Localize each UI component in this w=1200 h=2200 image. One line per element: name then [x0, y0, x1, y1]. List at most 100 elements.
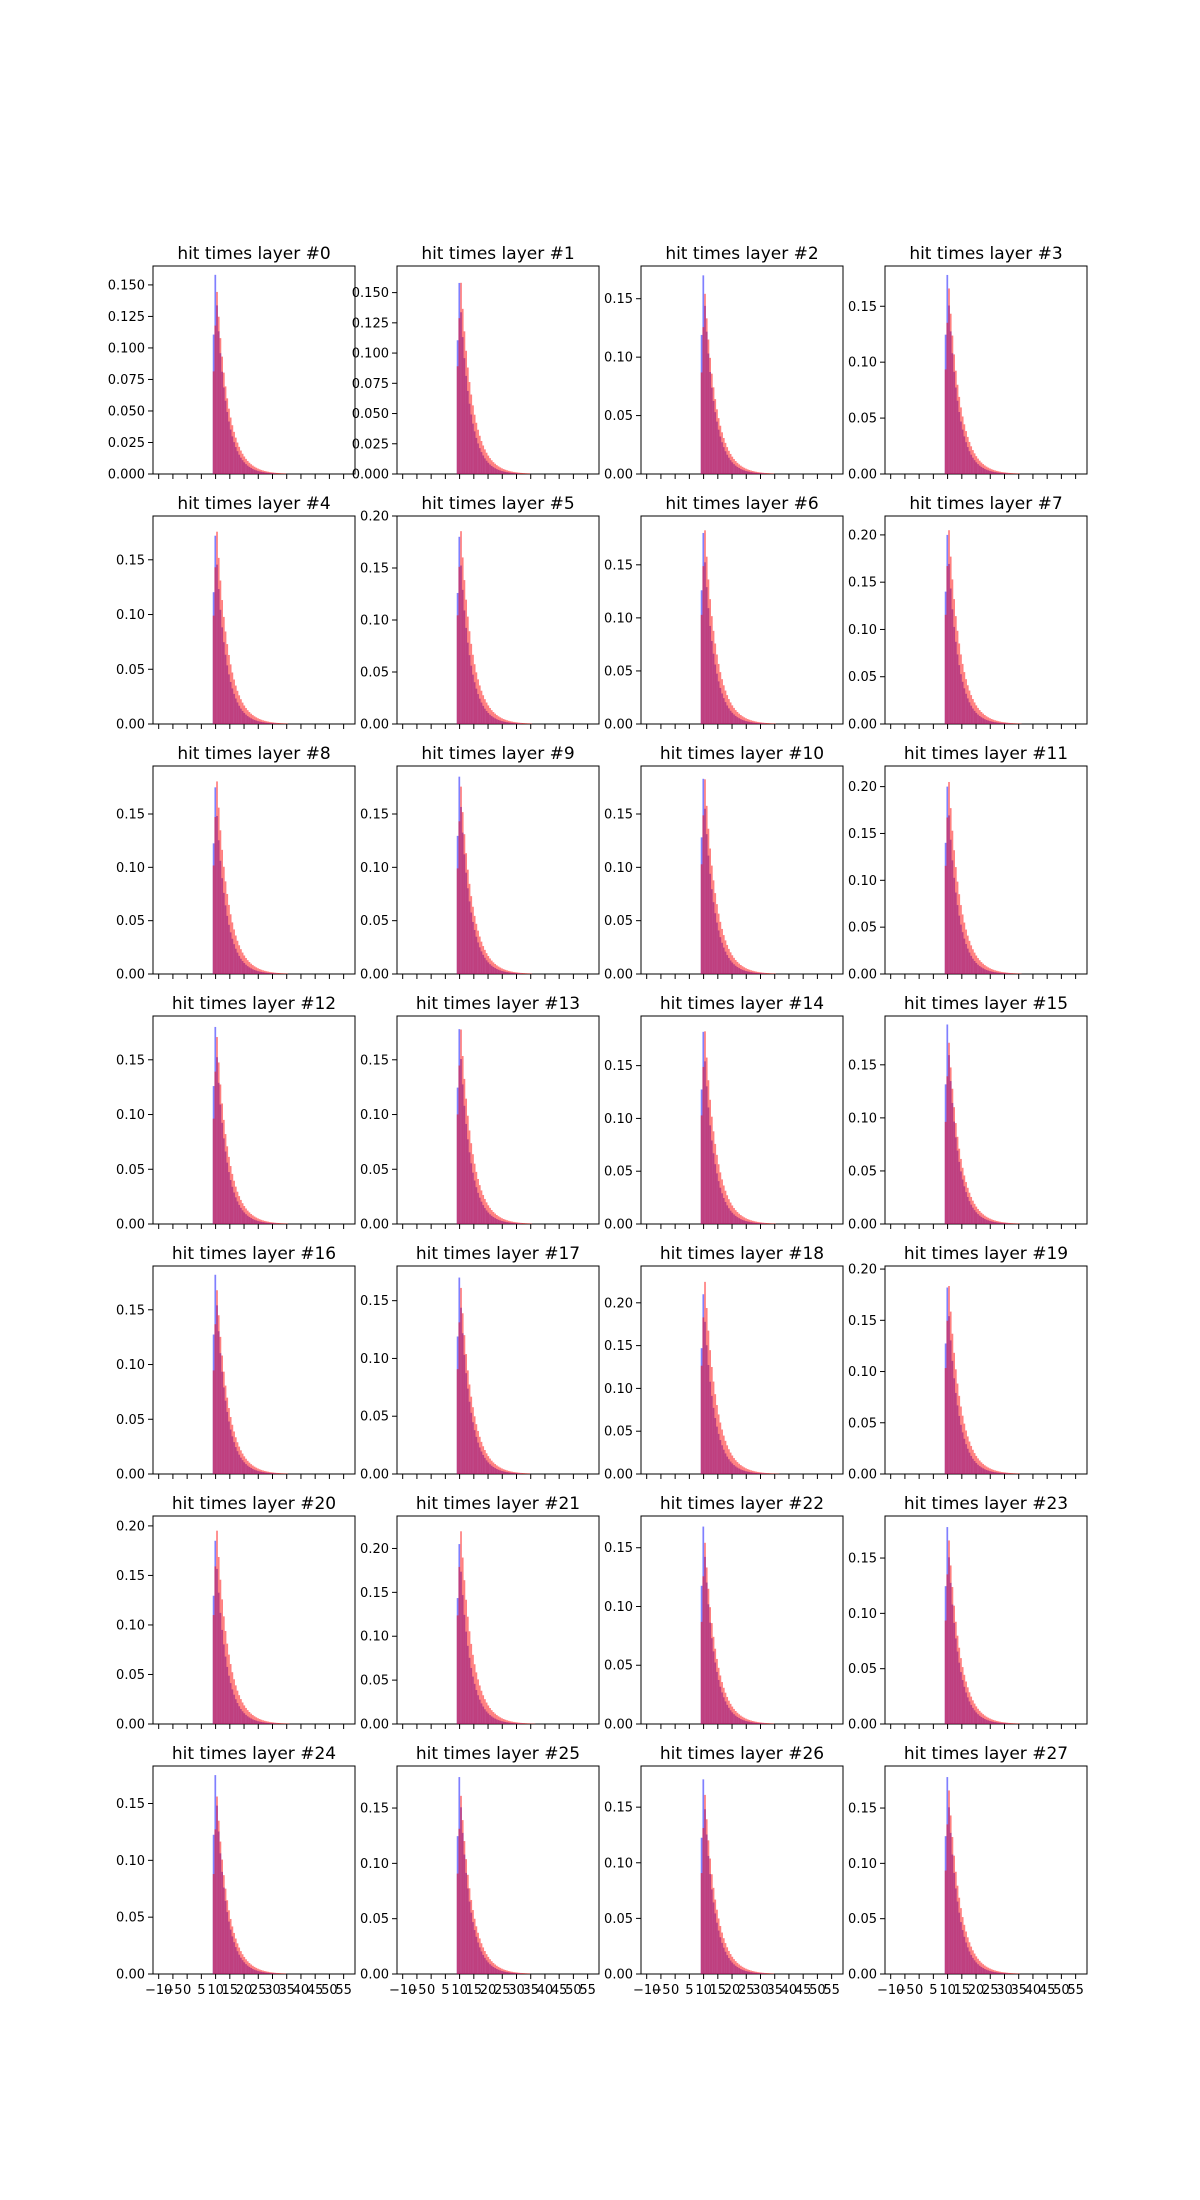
series-b-bar — [745, 718, 747, 724]
series-b-bar — [1001, 1722, 1003, 1724]
series-b-bar — [995, 1970, 998, 1974]
series-b-bar — [987, 717, 990, 724]
series-b-bar — [753, 1221, 756, 1224]
series-b-bar — [504, 1719, 507, 1724]
series-b-bar — [960, 654, 962, 724]
series-b-bar — [741, 466, 744, 474]
series-b-bar — [236, 1690, 239, 1724]
series-b-bar — [216, 291, 218, 474]
series-b-bar — [765, 1973, 768, 1974]
y-tick-label: 0.10 — [360, 614, 389, 629]
series-b-bar — [458, 1065, 461, 1224]
x-tick-label: 35 — [278, 1983, 295, 1998]
series-b-bar — [509, 471, 512, 474]
x-tick-label: 15 — [222, 1983, 239, 1998]
series-b-bar — [252, 715, 254, 724]
series-b-bar — [948, 1540, 950, 1724]
series-b-bar — [458, 318, 461, 474]
series-b-bar — [966, 1687, 969, 1724]
series-b-bar — [250, 464, 253, 474]
series-b-bar — [463, 331, 466, 474]
series-b-bar — [477, 679, 479, 724]
series-b-bar — [521, 1222, 524, 1224]
x-tick-label: 10 — [207, 1983, 224, 1998]
series-b-bar — [219, 580, 222, 724]
series-b-bar — [506, 1970, 508, 1974]
series-b-bar — [506, 1720, 508, 1724]
series-b-bar — [721, 928, 723, 974]
y-tick-label: 0.05 — [848, 1662, 877, 1677]
series-b-bar — [513, 1721, 515, 1724]
series-b-bar — [750, 1970, 752, 1974]
y-tick-label: 0.00 — [848, 1718, 877, 1733]
y-tick-label: 0.150 — [108, 278, 145, 293]
series-b-bar — [485, 1202, 488, 1224]
y-tick-label: 0.05 — [360, 1674, 389, 1689]
series-b-bar — [948, 1286, 950, 1474]
series-b-bar — [281, 473, 283, 474]
series-b-bar — [525, 1973, 527, 1974]
y-tick-label: 0.10 — [604, 1112, 633, 1127]
series-b-bar — [485, 702, 488, 724]
series-b-bar — [700, 1115, 703, 1224]
series-b-bar — [973, 1703, 976, 1724]
series-b-bar — [243, 705, 246, 724]
series-b-bar — [1001, 721, 1003, 724]
series-b-bar — [465, 1599, 467, 1724]
series-b-bar — [275, 972, 278, 974]
y-tick-label: 0.10 — [360, 1108, 389, 1123]
series-b-bar — [472, 906, 474, 974]
series-b-bar — [733, 707, 735, 724]
series-b-bar — [494, 1213, 497, 1224]
series-b-bar — [507, 1971, 510, 1974]
series-b-bar — [513, 1472, 515, 1474]
x-tick-label: 25 — [738, 1983, 755, 1998]
histogram-bars — [700, 1031, 776, 1224]
series-b-bar — [758, 972, 761, 974]
series-b-bar — [250, 713, 253, 724]
x-tick-label: 50 — [321, 1983, 338, 1998]
series-b-bar — [731, 1455, 734, 1474]
series-b-bar — [489, 1707, 491, 1724]
y-tick-label: 0.20 — [604, 1296, 633, 1311]
series-b-bar — [460, 1029, 462, 1224]
series-b-bar — [490, 1460, 493, 1474]
series-b-bar — [1014, 1473, 1017, 1474]
series-b-bar — [490, 1961, 493, 1974]
histogram-bars — [212, 781, 288, 974]
series-b-bar — [487, 1956, 490, 1974]
series-b-bar — [728, 1449, 730, 1474]
series-b-bar — [1014, 1223, 1017, 1224]
series-b-bar — [281, 1223, 283, 1224]
series-b-bar — [219, 1579, 222, 1724]
series-b-bar — [228, 904, 230, 974]
series-b-bar — [219, 338, 222, 474]
series-b-bar — [968, 1192, 971, 1224]
series-b-bar — [1007, 1472, 1010, 1474]
series-b-bar — [277, 1473, 280, 1474]
series-b-bar — [234, 935, 237, 974]
series-b-bar — [750, 470, 752, 474]
series-b-bar — [224, 386, 227, 474]
series-b-bar — [496, 465, 498, 474]
series-b-bar — [284, 1723, 287, 1724]
series-b-bar — [966, 685, 969, 724]
series-b-bar — [490, 1710, 493, 1724]
series-b-bar — [246, 960, 249, 974]
y-tick-label: 0.20 — [848, 528, 877, 543]
series-b-bar — [246, 1460, 249, 1474]
x-tick-label: 45 — [551, 1983, 568, 1998]
series-b-bar — [272, 972, 275, 974]
series-b-bar — [490, 960, 493, 974]
series-b-bar — [953, 1352, 955, 1474]
series-b-bar — [518, 1722, 520, 1724]
series-b-bar — [977, 707, 979, 724]
series-b-bar — [275, 1972, 278, 1974]
y-tick-label: 0.00 — [848, 1968, 877, 1983]
x-tick-label: −10 — [389, 1983, 416, 1998]
series-b-bar — [250, 963, 253, 974]
series-b-bar — [497, 966, 500, 974]
series-b-bar — [466, 367, 469, 474]
series-b-bar — [760, 722, 763, 724]
series-b-bar — [721, 1179, 723, 1224]
